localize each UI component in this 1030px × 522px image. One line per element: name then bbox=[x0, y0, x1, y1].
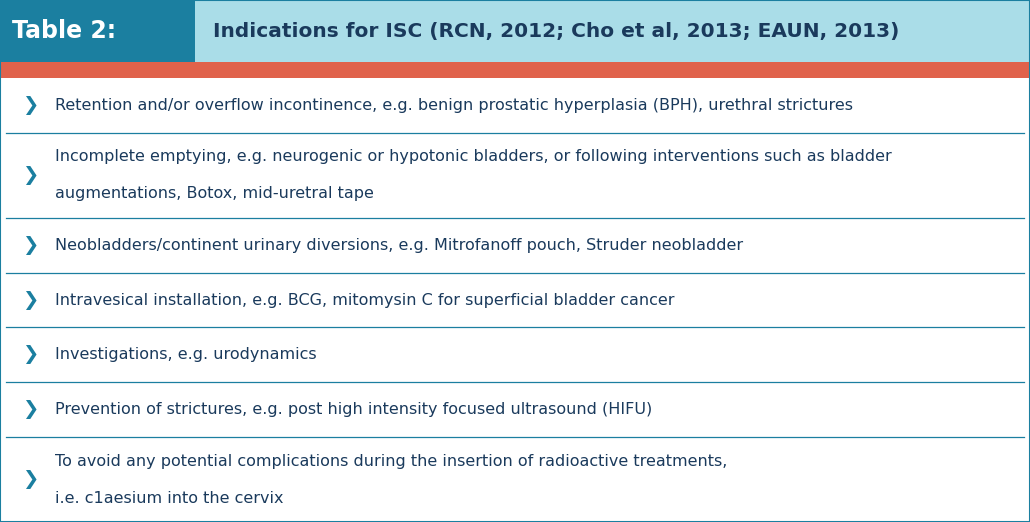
Text: ❯: ❯ bbox=[22, 291, 38, 310]
Text: ❯: ❯ bbox=[22, 470, 38, 489]
Text: Intravesical installation, e.g. BCG, mitomysin C for superficial bladder cancer: Intravesical installation, e.g. BCG, mit… bbox=[55, 292, 675, 307]
Bar bbox=[0, 0, 195, 62]
Text: augmentations, Botox, mid-uretral tape: augmentations, Botox, mid-uretral tape bbox=[55, 186, 374, 201]
Text: ❯: ❯ bbox=[22, 400, 38, 420]
Text: Indications for ISC (RCN, 2012; Cho et al, 2013; EAUN, 2013): Indications for ISC (RCN, 2012; Cho et a… bbox=[213, 21, 899, 41]
Text: Incomplete emptying, e.g. neurogenic or hypotonic bladders, or following interve: Incomplete emptying, e.g. neurogenic or … bbox=[55, 149, 892, 164]
Text: Prevention of strictures, e.g. post high intensity focused ultrasound (HIFU): Prevention of strictures, e.g. post high… bbox=[55, 402, 652, 418]
Text: ❯: ❯ bbox=[22, 346, 38, 364]
Bar bbox=[195, 0, 1030, 62]
Text: Retention and/or overflow incontinence, e.g. benign prostatic hyperplasia (BPH),: Retention and/or overflow incontinence, … bbox=[55, 98, 853, 113]
Text: i.e. c1aesium into the cervix: i.e. c1aesium into the cervix bbox=[55, 491, 283, 506]
Text: Table 2:: Table 2: bbox=[12, 19, 116, 43]
Text: ❯: ❯ bbox=[22, 96, 38, 115]
Text: ❯: ❯ bbox=[22, 235, 38, 255]
Text: ❯: ❯ bbox=[22, 166, 38, 185]
Text: To avoid any potential complications during the insertion of radioactive treatme: To avoid any potential complications dur… bbox=[55, 454, 727, 469]
Bar bbox=[0, 62, 1030, 78]
Text: Neobladders/continent urinary diversions, e.g. Mitrofanoff pouch, Struder neobla: Neobladders/continent urinary diversions… bbox=[55, 238, 743, 253]
Text: Investigations, e.g. urodynamics: Investigations, e.g. urodynamics bbox=[55, 348, 316, 362]
